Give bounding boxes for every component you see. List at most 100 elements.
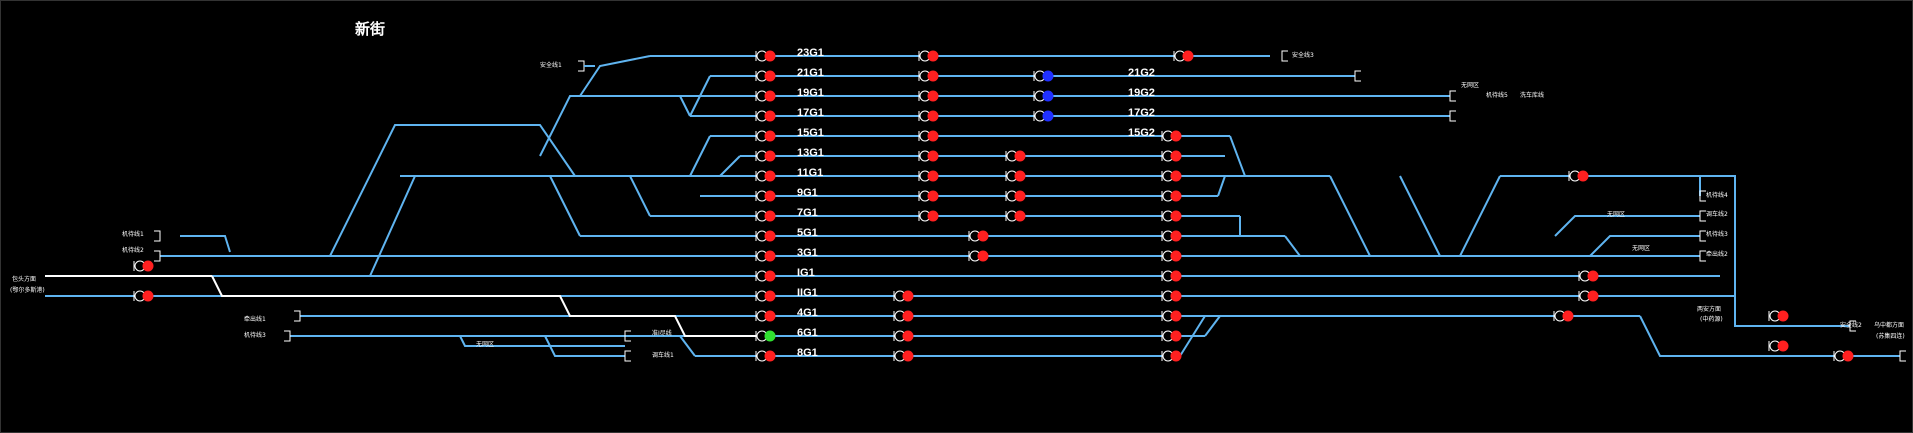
home-signal-icon[interactable] — [755, 150, 776, 162]
east-signal-icon[interactable] — [1161, 210, 1182, 222]
track-label-15g2[interactable]: 15G2 — [1128, 127, 1155, 139]
middle-signal-icon[interactable] — [918, 130, 939, 142]
ladder-15[interactable] — [689, 135, 711, 177]
track-label-6g1[interactable]: 6G1 — [797, 327, 818, 339]
east-13[interactable] — [1217, 175, 1226, 197]
west-signal-icon[interactable] — [133, 290, 154, 302]
home-signal-icon[interactable] — [755, 250, 776, 262]
east-signal-icon[interactable] — [1578, 290, 1599, 302]
middle-signal-icon[interactable] — [918, 210, 939, 222]
east-15[interactable] — [1229, 135, 1246, 177]
east-signal-icon[interactable] — [1161, 230, 1182, 242]
middle-signal-icon[interactable] — [918, 70, 939, 82]
ladder-11[interactable] — [369, 175, 417, 277]
east-signal-icon[interactable] — [1553, 310, 1574, 322]
east-8[interactable] — [1179, 315, 1206, 357]
home-signal-icon[interactable] — [755, 350, 776, 362]
middle-signal-icon[interactable] — [968, 230, 989, 242]
no-wire-stub[interactable] — [459, 335, 625, 347]
home-signal-icon[interactable] — [755, 330, 776, 342]
east-signal-icon[interactable] — [1161, 270, 1182, 282]
track-label-3g1[interactable]: 3G1 — [797, 247, 818, 259]
east-signal-icon[interactable] — [1161, 350, 1182, 362]
safety-line-2[interactable] — [1500, 175, 1850, 327]
track-label-21g1[interactable]: 21G1 — [797, 67, 824, 79]
east-signal-icon[interactable] — [1578, 270, 1599, 282]
track-label-17g2[interactable]: 17G2 — [1128, 107, 1155, 119]
home-signal-icon[interactable] — [755, 190, 776, 202]
east-signal-icon[interactable] — [1768, 310, 1789, 322]
shunt-signal-icon[interactable] — [1033, 110, 1054, 122]
east-signal-icon[interactable] — [1161, 130, 1182, 142]
home-signal-icon[interactable] — [755, 170, 776, 182]
east-signal-icon[interactable] — [1161, 310, 1182, 322]
home-signal-icon[interactable] — [755, 290, 776, 302]
middle-signal-icon[interactable] — [893, 290, 914, 302]
middle-signal-icon[interactable] — [918, 110, 939, 122]
home-signal-icon[interactable] — [755, 70, 776, 82]
home-signal-icon[interactable] — [755, 110, 776, 122]
machine-line-4[interactable] — [1500, 175, 1701, 196]
machine-line-1[interactable] — [180, 235, 231, 253]
west-signal-icon[interactable] — [133, 260, 154, 272]
home-signal-icon[interactable] — [755, 50, 776, 62]
east-main-1[interactable] — [1639, 315, 1900, 357]
east-6[interactable] — [1204, 315, 1221, 337]
east-signal-icon[interactable] — [1161, 150, 1182, 162]
ladder-19[interactable] — [539, 95, 636, 157]
east-signal-icon[interactable] — [1173, 50, 1194, 62]
middle-signal-icon[interactable] — [1005, 210, 1026, 222]
middle-signal-icon[interactable] — [918, 150, 939, 162]
ladder-23[interactable] — [579, 55, 651, 97]
middle-signal-icon[interactable] — [968, 250, 989, 262]
home-signal-icon[interactable] — [755, 210, 776, 222]
middle-signal-icon[interactable] — [1005, 190, 1026, 202]
track-label-iig1[interactable]: IIG1 — [797, 287, 818, 299]
ladder-5[interactable] — [549, 175, 581, 237]
track-label-13g1[interactable]: 13G1 — [797, 147, 824, 159]
track-label-ig1[interactable]: IG1 — [797, 267, 815, 279]
home-signal-icon[interactable] — [755, 90, 776, 102]
machine-line-3[interactable] — [1589, 235, 1700, 257]
track-label-5g1[interactable]: 5G1 — [797, 227, 818, 239]
track-label-19g1[interactable]: 19G1 — [797, 87, 824, 99]
dispatch-line-2[interactable] — [1554, 215, 1700, 237]
middle-signal-icon[interactable] — [1005, 170, 1026, 182]
track-label-17g1[interactable]: 17G1 — [797, 107, 824, 119]
east-merge[interactable] — [1399, 175, 1441, 257]
ladder-7[interactable] — [629, 175, 651, 217]
ladder-21[interactable] — [689, 75, 711, 117]
east-signal-icon[interactable] — [1161, 330, 1182, 342]
track-label-4g1[interactable]: 4G1 — [797, 307, 818, 319]
middle-signal-icon[interactable] — [893, 310, 914, 322]
middle-signal-icon[interactable] — [893, 330, 914, 342]
east-signal-icon[interactable] — [1161, 190, 1182, 202]
east-signal-icon[interactable] — [1833, 350, 1854, 362]
track-label-19g2[interactable]: 19G2 — [1128, 87, 1155, 99]
track-label-15g1[interactable]: 15G1 — [797, 127, 824, 139]
track-label-7g1[interactable]: 7G1 — [797, 207, 818, 219]
home-signal-icon[interactable] — [755, 130, 776, 142]
route-set[interactable] — [211, 275, 760, 337]
ladder-13[interactable] — [719, 155, 741, 177]
middle-signal-icon[interactable] — [1005, 150, 1026, 162]
middle-signal-icon[interactable] — [918, 190, 939, 202]
track-label-11g1[interactable]: 11G1 — [797, 167, 823, 179]
east-11[interactable] — [1329, 175, 1371, 257]
ladder-8[interactable] — [679, 335, 696, 357]
home-signal-icon[interactable] — [755, 270, 776, 282]
dispatch-1-stub[interactable] — [544, 335, 625, 357]
east-signal-icon[interactable] — [1768, 340, 1789, 352]
ladder-17[interactable] — [679, 95, 691, 117]
ladder-north[interactable] — [329, 124, 576, 257]
track-label-21g2[interactable]: 21G2 — [1128, 67, 1155, 79]
middle-signal-icon[interactable] — [918, 50, 939, 62]
middle-signal-icon[interactable] — [918, 90, 939, 102]
east-signal-icon[interactable] — [1161, 170, 1182, 182]
track-label-8g1[interactable]: 8G1 — [797, 347, 818, 359]
east-signal-icon[interactable] — [1161, 250, 1182, 262]
middle-signal-icon[interactable] — [918, 170, 939, 182]
shunt-signal-icon[interactable] — [1033, 90, 1054, 102]
east-ladder-up[interactable] — [1459, 175, 1501, 257]
shunt-signal-icon[interactable] — [1033, 70, 1054, 82]
